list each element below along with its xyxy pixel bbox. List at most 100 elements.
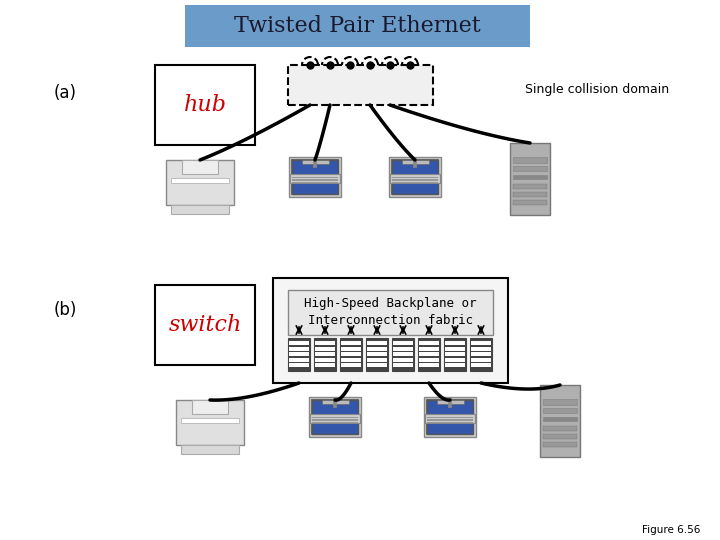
Bar	[510, 143, 550, 215]
Text: (a): (a)	[53, 84, 76, 102]
Bar	[292, 160, 338, 194]
Bar	[289, 341, 309, 345]
Bar	[544, 399, 577, 405]
Text: (b): (b)	[53, 301, 77, 319]
Bar	[171, 205, 229, 214]
Bar	[402, 160, 428, 164]
Bar	[182, 160, 218, 173]
Bar	[392, 177, 438, 178]
Bar	[392, 338, 414, 371]
Bar	[287, 290, 492, 335]
Bar	[513, 174, 546, 179]
Bar	[513, 184, 546, 189]
Bar	[393, 341, 413, 345]
Bar	[471, 347, 491, 350]
Bar	[181, 418, 239, 423]
Bar	[312, 420, 358, 421]
Bar	[314, 338, 336, 371]
Bar	[390, 174, 440, 183]
Bar	[513, 157, 546, 163]
Bar	[544, 426, 577, 431]
Bar	[312, 400, 359, 434]
Bar	[171, 178, 229, 184]
Bar	[393, 363, 413, 367]
Bar	[302, 160, 328, 164]
Bar	[393, 357, 413, 361]
Bar	[312, 400, 359, 434]
Bar	[315, 341, 335, 345]
Bar	[341, 363, 361, 367]
Bar	[289, 347, 309, 350]
Bar	[445, 347, 465, 350]
Bar	[419, 363, 439, 367]
Bar	[292, 177, 338, 178]
Bar	[471, 357, 491, 361]
Bar	[290, 174, 340, 183]
Bar	[181, 445, 239, 454]
Text: Twisted Pair Ethernet: Twisted Pair Ethernet	[234, 15, 481, 37]
Bar	[288, 338, 310, 371]
Bar	[513, 192, 546, 197]
Bar	[272, 278, 508, 383]
Bar	[315, 352, 335, 356]
Bar	[445, 341, 465, 345]
Bar	[315, 347, 335, 350]
Bar	[470, 338, 492, 371]
Bar	[471, 352, 491, 356]
Bar	[392, 179, 438, 181]
Bar	[419, 352, 439, 356]
Bar	[393, 352, 413, 356]
Text: High-Speed Backplane or
Interconnection fabric: High-Speed Backplane or Interconnection …	[304, 298, 476, 327]
Text: switch: switch	[168, 314, 242, 336]
Bar	[176, 400, 244, 445]
Bar	[341, 347, 361, 350]
Bar	[426, 414, 474, 422]
Bar	[513, 200, 546, 205]
Bar	[424, 397, 476, 437]
Bar	[292, 179, 338, 181]
Bar	[419, 357, 439, 361]
Bar	[315, 363, 335, 367]
Bar	[367, 347, 387, 350]
Bar	[419, 341, 439, 345]
Bar	[444, 338, 466, 371]
Bar	[445, 357, 465, 361]
Bar	[471, 363, 491, 367]
Bar	[392, 160, 438, 194]
Bar	[419, 347, 439, 350]
Bar	[427, 422, 473, 423]
Bar	[155, 285, 255, 365]
Bar	[367, 357, 387, 361]
Bar	[315, 357, 335, 361]
Bar	[367, 352, 387, 356]
Bar	[322, 400, 348, 403]
Bar	[289, 157, 341, 197]
Bar	[367, 341, 387, 345]
Bar	[289, 357, 309, 361]
Bar	[544, 416, 577, 421]
Bar	[418, 338, 440, 371]
Bar	[392, 160, 438, 194]
Bar	[155, 65, 255, 145]
Bar	[340, 338, 362, 371]
Bar	[445, 352, 465, 356]
Bar	[471, 341, 491, 345]
Bar	[341, 341, 361, 345]
Bar	[310, 414, 360, 422]
Bar	[289, 352, 309, 356]
Bar	[427, 420, 473, 421]
Bar	[393, 347, 413, 350]
Bar	[544, 434, 577, 439]
Text: Single collision domain: Single collision domain	[525, 84, 669, 97]
Bar	[292, 182, 338, 184]
Bar	[544, 408, 577, 413]
Bar	[367, 363, 387, 367]
Bar	[426, 400, 474, 434]
Bar	[426, 400, 474, 434]
Text: Figure 6.56: Figure 6.56	[642, 525, 700, 535]
Bar	[544, 442, 577, 447]
Bar	[389, 157, 441, 197]
Bar	[185, 5, 530, 47]
Bar	[166, 160, 234, 205]
Bar	[445, 363, 465, 367]
